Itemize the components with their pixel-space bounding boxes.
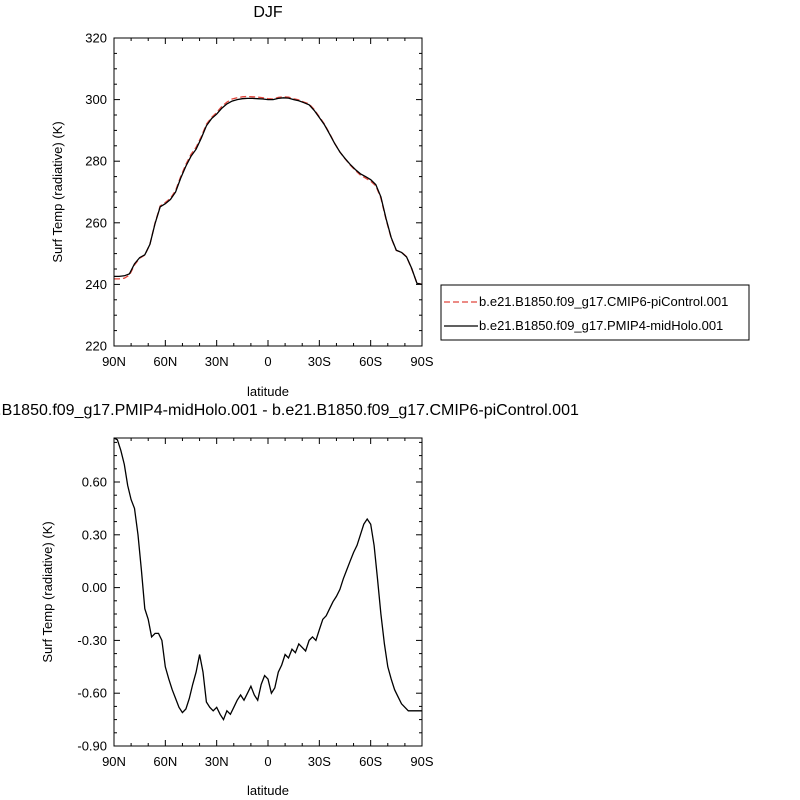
top-y-axis: 220 240 260 280 300 320 [85, 31, 422, 354]
top-plot-lines [114, 95, 423, 286]
y-tick-label-1-0: -0.90 [77, 739, 107, 754]
bottom-panel: b.e21.B1850.f09_g17.PMIP4-midHolo.001 - … [0, 402, 579, 798]
y-tick-label-1-4: 0.30 [82, 527, 107, 542]
bottom-y-axis: -0.90 -0.60 -0.30 0.00 0.30 0.60 [77, 441, 422, 754]
y-tick-label-1-2: -0.30 [77, 633, 107, 648]
x-tick-label-1-3: 0 [264, 754, 271, 769]
legend-box [440, 284, 750, 341]
bottom-x-axis-label: latitude [247, 783, 289, 798]
top-y-axis-label: Surf Temp (radiative) (K) [50, 121, 65, 262]
top-chart-title: DJF [253, 4, 283, 21]
x-tick-label-0-0: 90N [102, 354, 126, 369]
bottom-plot-frame [113, 437, 423, 747]
x-tick-label-1-5: 60S [359, 754, 382, 769]
y-tick-label-0-1: 240 [85, 277, 107, 292]
y-tick-label-0-2: 260 [85, 215, 107, 230]
top-x-axis: 90N 60N 30N 0 30S 60S 90S [102, 38, 434, 369]
x-tick-label-0-5: 60S [359, 354, 382, 369]
x-tick-label-1-4: 30S [308, 754, 331, 769]
legend-label-midholo: b.e21.B1850.f09_g17.PMIP4-midHolo.001 [479, 318, 723, 333]
y-tick-label-0-3: 280 [85, 154, 107, 169]
x-tick-label-0-4: 30S [308, 354, 331, 369]
y-tick-label-0-5: 320 [85, 31, 107, 46]
series-line-1-0 [113, 437, 422, 722]
x-tick-label-1-6: 90S [410, 754, 433, 769]
top-plot-frame [113, 37, 423, 347]
x-tick-label-1-1: 60N [153, 754, 177, 769]
y-tick-label-0-4: 300 [85, 92, 107, 107]
y-tick-label-1-1: -0.60 [77, 686, 107, 701]
bottom-y-axis-label: Surf Temp (radiative) (K) [40, 521, 55, 662]
y-tick-label-0-0: 220 [85, 339, 107, 354]
y-tick-label-1-5: 0.60 [82, 475, 107, 490]
bottom-x-axis: 90N 60N 30N 0 30S 60S 90S [102, 438, 434, 769]
top-legend: b.e21.B1850.f09_g17.CMIP6-piControl.001 … [440, 284, 750, 341]
series-line-0-1 [114, 97, 423, 286]
bottom-plot-lines [113, 437, 422, 722]
y-tick-label-1-3: 0.00 [82, 580, 107, 595]
x-tick-label-0-6: 90S [410, 354, 433, 369]
top-x-axis-label: latitude [247, 384, 289, 399]
x-tick-label-0-3: 0 [264, 354, 271, 369]
bottom-chart-title: b.e21.B1850.f09_g17.PMIP4-midHolo.001 - … [0, 402, 579, 419]
x-tick-label-0-2: 30N [205, 354, 229, 369]
x-tick-label-1-0: 90N [102, 754, 126, 769]
series-line-0-0 [114, 95, 423, 286]
x-tick-label-0-1: 60N [153, 354, 177, 369]
legend-label-picontrol: b.e21.B1850.f09_g17.CMIP6-piControl.001 [479, 294, 728, 309]
x-tick-label-1-2: 30N [205, 754, 229, 769]
